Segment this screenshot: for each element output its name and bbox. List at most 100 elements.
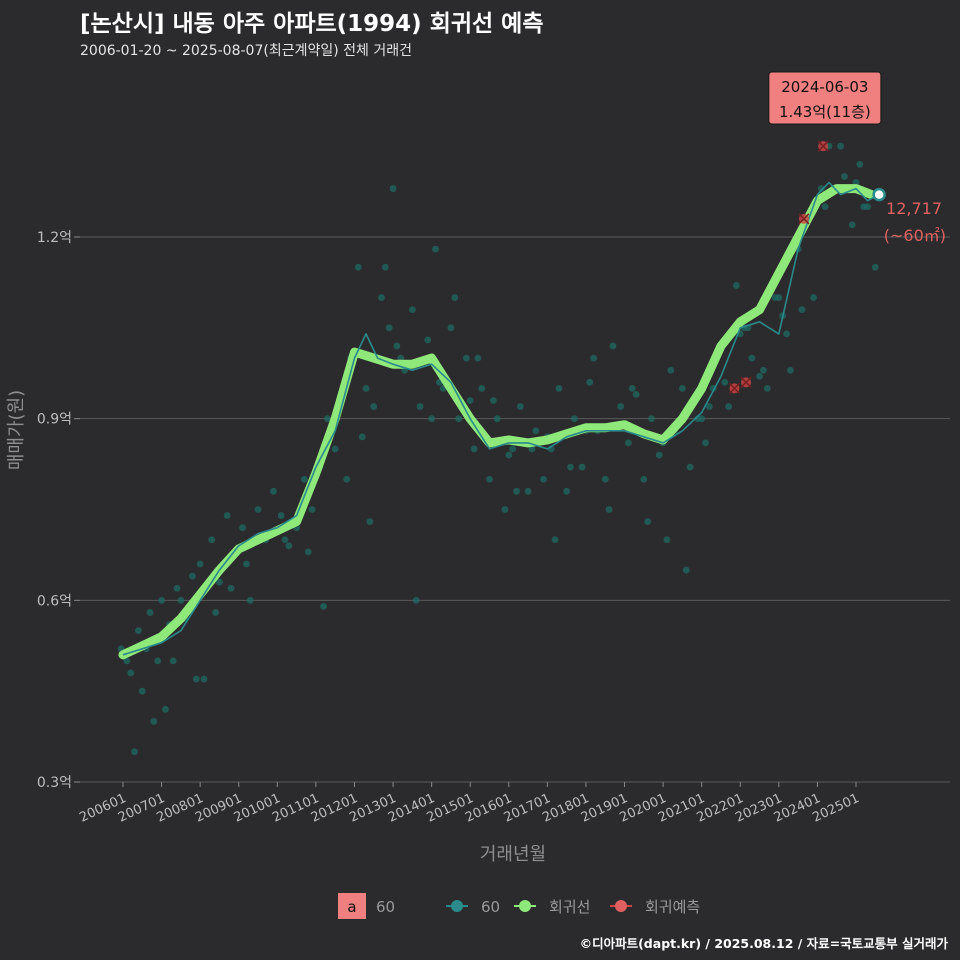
scatter-point — [721, 378, 729, 386]
scatter-point — [466, 397, 474, 404]
forecast-cross — [728, 382, 741, 394]
scatter-point — [127, 669, 135, 677]
scatter-point — [243, 560, 250, 568]
scatter-point — [798, 306, 806, 314]
scatter-point — [760, 366, 767, 374]
chart-title: [논산시] 내동 아주 아파트(1994) 회귀선 예측 — [80, 11, 544, 37]
scatter-point — [478, 384, 486, 392]
scatter-point — [389, 185, 397, 192]
scatter-point — [821, 203, 829, 211]
scatter-point — [663, 536, 671, 544]
scatter-point — [528, 445, 536, 453]
scatter-point — [787, 366, 794, 374]
scatter-point — [783, 330, 790, 338]
scatter-point — [841, 173, 848, 180]
scatter-point — [281, 536, 289, 544]
scatter-point — [516, 403, 524, 410]
legend-key-box — [338, 893, 366, 919]
regression-line — [118, 184, 876, 660]
scatter-point — [586, 378, 594, 386]
scatter-point — [408, 306, 416, 314]
scatter-point — [138, 687, 146, 695]
scatter-point — [686, 463, 694, 471]
scatter-point — [617, 403, 625, 410]
scatter-point — [513, 487, 520, 495]
scatter-point — [331, 445, 339, 453]
scatter-point — [509, 445, 517, 453]
y-axis-ticks: 0.3억 0.6억 0.9억 1.2억 — [37, 230, 80, 791]
scatter-point — [246, 596, 254, 604]
scatter-point — [474, 354, 482, 362]
tooltip-value: 1.43억(11층) — [779, 103, 871, 121]
scatter-point — [489, 397, 497, 404]
scatter-points — [117, 112, 879, 756]
scatter-point — [470, 445, 478, 453]
scatter-point — [393, 342, 401, 350]
scatter-point — [343, 475, 351, 483]
scatter-point — [609, 342, 617, 350]
scatter-point — [733, 282, 740, 289]
scatter-point — [632, 391, 640, 398]
forecast-points — [728, 140, 829, 394]
grid-lines — [80, 236, 950, 783]
legend-marker-forecast — [615, 900, 627, 912]
scatter-point — [605, 506, 613, 513]
scatter-point — [162, 705, 169, 713]
legend-label-forecast: 회귀예측 — [645, 898, 700, 916]
scatter-point — [154, 657, 162, 665]
scatter-point — [648, 415, 655, 423]
scatter-point — [428, 415, 436, 423]
x-axis-ticks: 2006012007012008012009012010012011012012… — [77, 782, 862, 826]
scatter-point — [412, 596, 420, 604]
scatter-point — [748, 354, 756, 362]
scatter-point — [698, 415, 706, 423]
legend-key-letter: a — [347, 898, 356, 916]
scatter-point — [524, 487, 532, 495]
legend-marker-60 — [451, 900, 463, 912]
scatter-point — [304, 548, 312, 556]
scatter-point — [570, 415, 578, 423]
scatter-point — [540, 475, 547, 483]
scatter-point — [200, 675, 208, 683]
scatter-point — [848, 221, 856, 229]
scatter-point — [324, 415, 331, 423]
forecast-cross — [798, 213, 810, 225]
legend: a 60 60 회귀선 회귀예측 — [338, 893, 700, 919]
scatter-point — [277, 512, 285, 519]
tooltip-date: 2024-06-03 — [781, 78, 868, 96]
scatter-point — [563, 487, 571, 495]
end-point-marker — [872, 187, 886, 202]
scatter-point — [169, 657, 177, 665]
scatter-point — [135, 627, 142, 635]
scatter-point — [362, 384, 370, 392]
scatter-point — [358, 433, 366, 441]
scatter-point — [432, 245, 439, 253]
scatter-point — [702, 439, 709, 447]
scatter-point — [381, 263, 389, 271]
scatter-point — [678, 384, 686, 392]
scatter-point — [150, 718, 158, 725]
scatter-point — [212, 609, 219, 616]
scatter-point — [837, 142, 844, 150]
scatter-point — [227, 584, 235, 592]
legend-label-area: 60 — [376, 898, 395, 916]
scatter-point — [447, 324, 455, 332]
scatter-point — [208, 536, 216, 544]
scatter-point — [366, 518, 374, 526]
scatter-point — [486, 475, 493, 483]
scatter-point — [370, 403, 378, 410]
chart-subtitle: 2006-01-20 ~ 2025-08-07(최근계약일) 전체 거래건 — [80, 43, 412, 59]
series-60-line — [122, 181, 880, 656]
scatter-point — [601, 475, 609, 483]
scatter-point — [578, 463, 586, 471]
scatter-point — [308, 506, 316, 513]
y-axis-title: 매매가(원) — [6, 390, 27, 470]
scatter-point — [416, 403, 424, 410]
footer-credit: ©디아파트(dapt.kr) / 2025.08.12 / 자료=국토교통부 실… — [579, 936, 948, 951]
scatter-point — [628, 384, 636, 392]
y-tick-label: 1.2억 — [37, 230, 72, 246]
end-label-count: 12,717 — [886, 199, 942, 218]
scatter-point — [725, 403, 733, 410]
scatter-point — [505, 451, 513, 459]
scatter-point — [270, 487, 277, 495]
